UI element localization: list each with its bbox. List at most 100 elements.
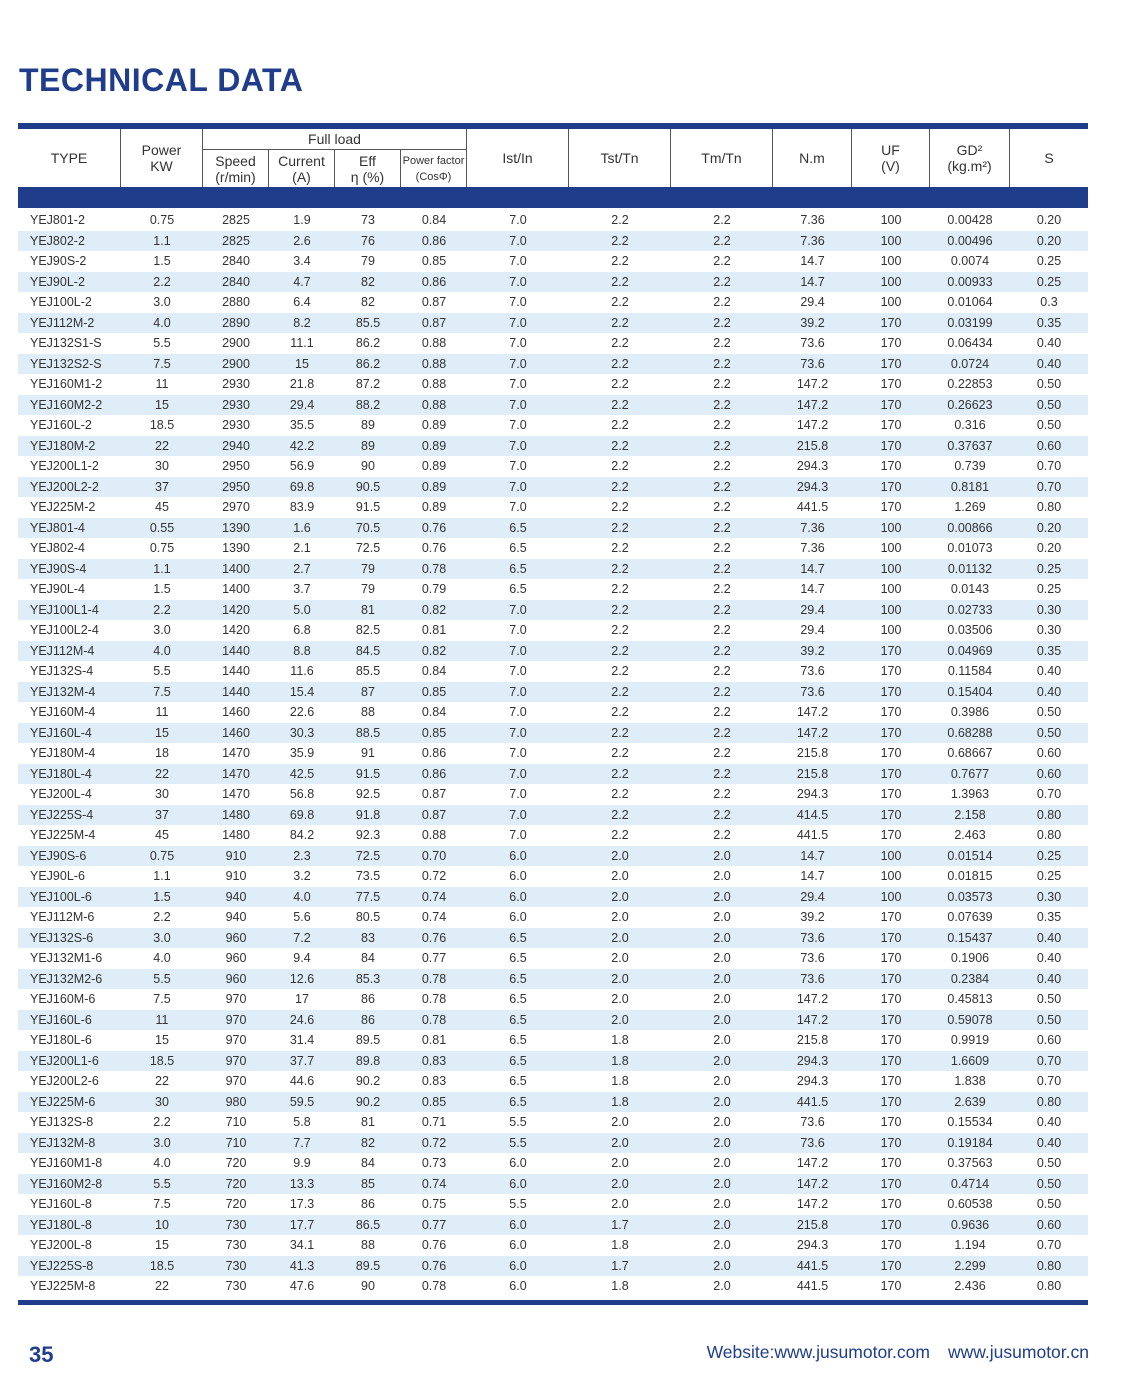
cell-power: 2.2 [153,602,171,617]
cell-power-factor: 0.84 [421,213,447,227]
cell-tst: 2.2 [611,213,629,227]
cell-type: YEJ132M1-6 [30,951,103,965]
cell-tm: 2.2 [713,643,731,658]
cell-tst: 2.2 [611,274,629,289]
cell-s: 0.50 [1036,397,1062,412]
cell-nm: 73.6 [800,684,825,699]
cell-speed: 2950 [222,479,250,494]
table-row: YEJ200L1-2 30 2950 56.9 90 0.89 7.0 2.2 2.2 294.3… [18,456,1088,477]
cell-power-factor: 0.76 [421,541,447,555]
cell-tm: 2.0 [713,1115,731,1129]
cell-tm: 2.0 [713,1094,731,1109]
cell-gd: 0.68288 [947,725,993,740]
cell-uf: 170 [880,910,902,924]
cell-eff: 81 [361,602,375,617]
cell-type: YEJ90L-6 [30,869,85,883]
cell-power-factor: 0.85 [421,684,447,699]
cell-type: YEJ160M2-2 [30,397,103,412]
cell-tst: 2.2 [611,602,629,617]
cell-nm: 215.8 [796,438,829,453]
cell-ist: 6.5 [509,992,527,1006]
cell-ist: 7.0 [509,787,527,801]
cell-type: YEJ100L-6 [30,889,92,904]
cell-power: 4.0 [153,951,171,965]
cell-nm: 73.6 [800,356,825,371]
technical-data-table: TYPE Power KW Full load Speed (r/min) Curr… [18,123,1088,1305]
cell-nm: 7.36 [800,541,825,555]
cell-tm: 2.2 [713,807,731,822]
cell-current: 7.2 [293,930,311,945]
cell-current: 59.5 [289,1094,315,1109]
cell-s: 0.25 [1036,848,1062,863]
cell-tst: 2.2 [611,336,629,350]
table-row: YEJ132M-4 7.5 1440 15.4 87 0.85 7.0 2.2 2.2 73.6 1… [18,681,1088,702]
cell-gd: 0.00496 [947,233,993,248]
cell-nm: 414.5 [796,807,829,822]
cell-type: YEJ200L-4 [30,787,92,801]
cell-power-factor: 0.83 [421,1053,447,1068]
cell-tm: 2.0 [713,1033,731,1047]
cell-type: YEJ90L-2 [30,274,85,289]
cell-power: 5.5 [153,664,171,678]
cell-gd: 0.4714 [950,1176,990,1191]
cell-power-factor: 0.76 [421,930,447,945]
cell-nm: 7.36 [800,213,825,227]
cell-speed: 730 [225,1258,247,1273]
header-tst: Tst/Tn [569,129,671,187]
cell-ist: 6.5 [509,951,527,965]
header-uf-unit: (V) [881,158,900,174]
cell-uf: 100 [880,602,902,617]
cell-tst: 2.2 [611,705,629,719]
website-link-cn[interactable]: www.jusumotor.cn [947,1342,1089,1362]
cell-power: 4.0 [153,643,171,658]
header-current-unit: (A) [292,168,311,185]
cell-type: YEJ160L-2 [30,418,92,432]
cell-tm: 2.0 [713,1238,731,1252]
cell-power-factor: 0.82 [421,643,447,658]
cell-ist: 7.0 [509,418,527,432]
table-row: YEJ100L1-4 2.2 1420 5.0 81 0.82 7.0 2.2 2.2 29.4 1… [18,599,1088,620]
cell-tm: 2.2 [713,377,731,391]
cell-s: 0.60 [1036,746,1062,760]
cell-speed: 960 [225,930,247,945]
cell-type: YEJ132M2-6 [30,971,103,986]
cell-gd: 0.26623 [947,397,993,412]
cell-uf: 170 [880,1217,902,1232]
table-row: YEJ90S-6 0.75 910 2.3 72.5 0.70 6.0 2.0 2.0 14.7 1… [18,845,1088,866]
cell-current: 1.6 [293,520,311,535]
cell-tst: 2.0 [611,1197,629,1211]
table-row: YEJ160L-8 7.5 720 17.3 86 0.75 5.5 2.0 2.0 147.2 1… [18,1194,1088,1215]
cell-tm: 2.2 [713,500,731,514]
cell-s: 0.40 [1036,1135,1062,1150]
cell-s: 0.50 [1036,1156,1062,1170]
cell-tm: 2.2 [713,274,731,289]
cell-tm: 2.2 [713,356,731,371]
cell-uf: 170 [880,746,902,760]
table-row: YEJ160M1-2 11 2930 21.8 87.2 0.88 7.0 2.2 2.2 147… [18,374,1088,395]
cell-tst: 1.8 [611,1094,629,1109]
cell-s: 0.80 [1036,1094,1062,1109]
cell-power: 4.0 [153,1156,171,1170]
table-row: YEJ100L-6 1.5 940 4.0 77.5 0.74 6.0 2.0 2.0 29.4 1… [18,886,1088,907]
cell-s: 0.50 [1036,992,1062,1006]
cell-uf: 100 [880,869,902,883]
cell-power-factor: 0.81 [421,1033,447,1047]
cell-gd: 0.02733 [947,602,993,617]
cell-eff: 90 [361,1279,375,1293]
cell-uf: 100 [880,295,902,309]
cell-ist: 7.0 [509,643,527,658]
cell-power-factor: 0.82 [421,602,447,617]
cell-uf: 170 [880,951,902,965]
cell-gd: 2.299 [954,1258,986,1273]
cell-eff: 91.5 [355,766,381,781]
cell-tm: 2.0 [713,992,731,1006]
cell-power-factor: 0.89 [421,459,447,473]
cell-uf: 100 [880,274,902,289]
cell-s: 0.20 [1036,233,1062,248]
cell-s: 0.25 [1036,561,1062,576]
header-gd-label: GD² [956,142,983,158]
cell-eff: 85 [361,1176,375,1191]
cell-power: 1.5 [153,889,171,904]
cell-s: 0.20 [1036,541,1062,555]
website-link-com[interactable]: Website:www.jusumotor.com [706,1342,930,1362]
